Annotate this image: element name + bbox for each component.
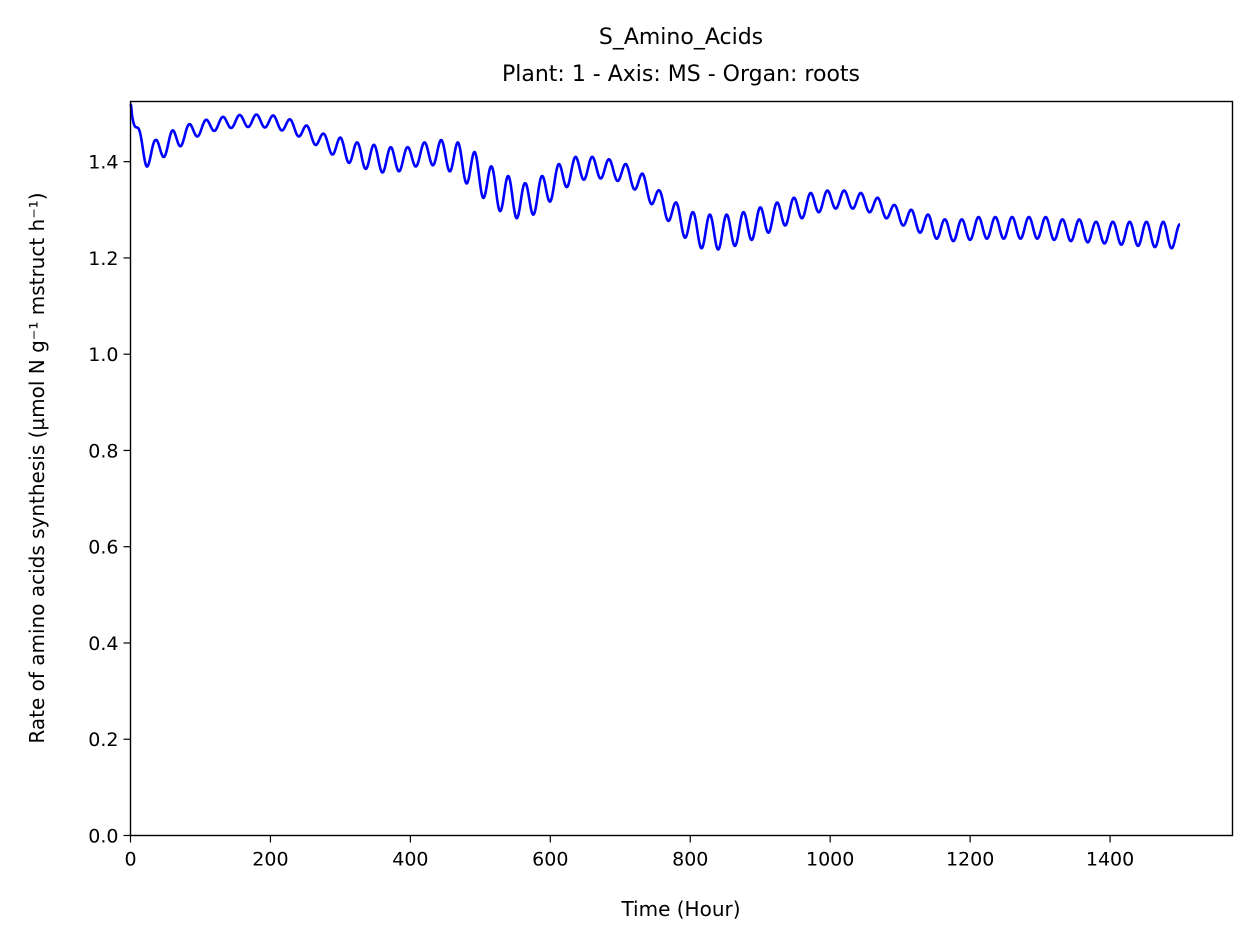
- y-axis-label: Rate of amino acids synthesis (µmol N g⁻…: [25, 192, 49, 743]
- x-tick-label: 1000: [806, 849, 854, 871]
- y-axis: 0.0 0.2 0.4 0.6 0.8 1.0 1.2 1.4: [88, 152, 131, 848]
- chart-subtitle: Plant: 1 - Axis: MS - Organ: roots: [502, 62, 860, 87]
- y-tick-label: 0.6: [88, 537, 118, 559]
- plot-area: [129, 103, 1181, 251]
- chart-title: S_Amino_Acids: [599, 25, 763, 50]
- x-tick-label: 200: [252, 849, 288, 871]
- axes-frame: [129, 100, 1234, 837]
- x-tick-label: 0: [124, 849, 136, 871]
- y-tick-label: 0.4: [88, 633, 118, 655]
- x-tick-label: 600: [532, 849, 568, 871]
- y-tick-label: 1.2: [88, 248, 118, 270]
- x-tick-label: 1400: [1086, 849, 1134, 871]
- y-tick-label: 1.0: [88, 344, 118, 366]
- series-line: [129, 103, 1181, 251]
- y-tick-label: 0.2: [88, 729, 118, 751]
- y-tick-label: 0.0: [88, 826, 118, 848]
- y-tick-label: 0.8: [88, 440, 118, 462]
- x-tick-label: 400: [392, 849, 428, 871]
- x-tick-label: 1200: [946, 849, 994, 871]
- y-tick-label: 1.4: [88, 152, 118, 174]
- x-axis: 0 200 400 600 800 1000 1200 1400: [124, 835, 1134, 871]
- x-tick-label: 800: [672, 849, 708, 871]
- x-axis-label: Time (Hour): [620, 897, 740, 921]
